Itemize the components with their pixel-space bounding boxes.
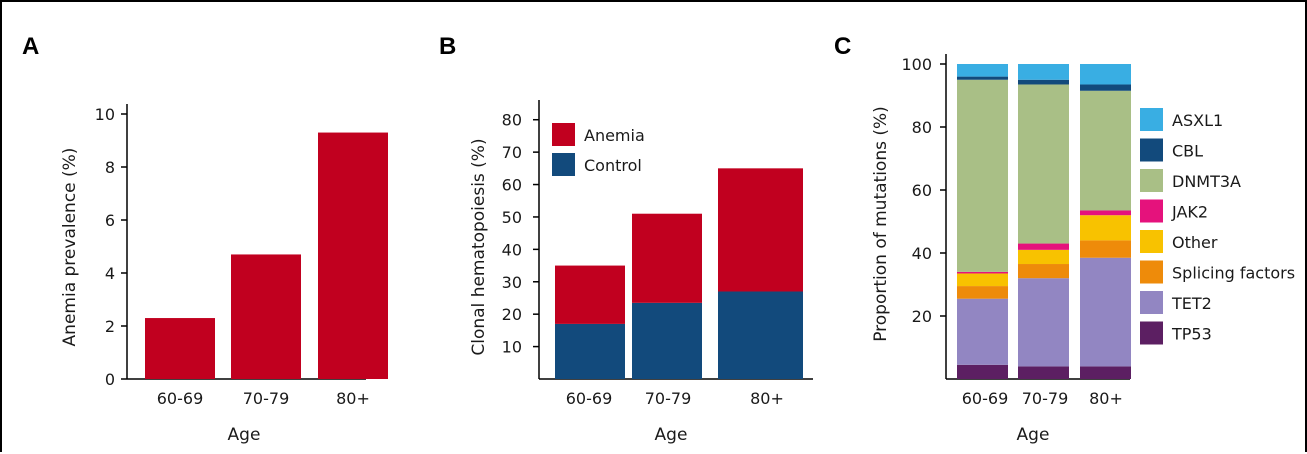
panel-c-legend-swatch-tp53 [1140,321,1163,345]
panel-a-x-tick-label: 80+ [336,389,370,408]
panel-b-legend-swatch-anemia [552,123,575,146]
panel-b-x-tick-label: 70-79 [645,389,692,408]
panel-b-bar-60-69-control [555,323,625,379]
panel-c-bar-70-79-cbl [1018,79,1069,85]
panel-c-legend-label-other: Other [1172,233,1218,252]
panel-c-bar-80-tet2 [1080,257,1131,367]
panel-c-letter: C [834,33,851,60]
panel-c-y-tick-label: 80 [912,118,932,137]
panel-c-legend-label-splicing-factors: Splicing factors [1172,264,1295,283]
panel-c-legend-label-cbl: CBL [1172,142,1203,161]
panel-c-bar-70-79-asxl1 [1018,64,1069,80]
panel-c-bar-70-79-tp53 [1018,366,1069,379]
panel-b-y-tick-label: 10 [502,338,522,357]
panel-c-bar-70-79-other [1018,249,1069,265]
panel-b-y-tick-label: 40 [502,240,522,259]
panel-c-bar-80-cbl [1080,84,1131,91]
panel-c-bar-70-79-tet2 [1018,278,1069,367]
panel-b-y-tick-label: 60 [502,176,522,195]
panel-c-bar-80-splicing-factors [1080,240,1131,258]
panel-a-y-tick-label: 6 [105,211,115,230]
panel-b-y-tick-label: 50 [502,208,522,227]
panel-c-legend-swatch-splicing-factors [1140,260,1163,284]
panel-a-x-axis-title: Age [228,425,261,445]
panel-b-y-tick-label: 30 [502,273,522,292]
panel-c-legend-label-dnmt3a: DNMT3A [1172,172,1241,191]
panel-c-bar-60-69-other [957,273,1008,287]
panel-c-x-axis-title: Age [1017,425,1050,445]
panel-c-legend-swatch-other [1140,230,1163,253]
panel-a-y-tick-label: 2 [105,317,115,336]
panel-a-y-tick-label: 10 [95,105,115,124]
panel-c-legend-swatch-jak2 [1140,199,1163,223]
panel-c-bar-70-79-dnmt3a [1018,84,1069,244]
panel-c-x-tick-label: 70-79 [1022,389,1069,408]
panel-c-bar-60-69-cbl [957,76,1008,80]
panel-a-y-axis-title: Anemia prevalence (%) [60,148,80,347]
panel-b-bar-70-79-anemia [632,213,702,303]
panel-b-bar-80-control [718,291,803,379]
panel-a-x-tick-label: 70-79 [243,389,290,408]
panel-a-y-tick-label: 0 [105,370,115,389]
panel-a-letter: A [22,33,39,60]
panel-c-bar-80-tp53 [1080,366,1131,379]
panel-c-bar-60-69-jak2 [957,271,1008,274]
panel-b-x-axis-title: Age [655,425,688,445]
panel-c-bar-60-69-asxl1 [957,64,1008,77]
panel-c-bar-60-69-tp53 [957,364,1008,379]
panel-a-bar-60-69 [145,318,215,379]
panel-b-x-tick-label: 60-69 [566,389,613,408]
panel-c-y-tick-label: 60 [912,181,932,200]
panel-b-letter: B [439,33,456,60]
panel-c-legend-label-jak2: JAK2 [1171,203,1208,222]
panel-b-bar-60-69-anemia [555,265,625,324]
panel-c-y-axis-title: Proportion of mutations (%) [871,106,891,342]
panel-c-bar-60-69-tet2 [957,298,1008,365]
panel-c-legend-label-tp53: TP53 [1171,325,1212,344]
panel-a-bar-80 [318,132,388,379]
panel-b-x-tick-label: 80+ [750,389,784,408]
panel-a-y-tick-label: 8 [105,158,115,177]
panel-b-y-tick-label: 80 [502,111,522,130]
panel-c-y-tick-label: 40 [912,244,932,263]
panel-c-legend-label-tet2: TET2 [1171,294,1212,313]
panel-a-x-tick-label: 60-69 [157,389,204,408]
panel-b-legend-swatch-control [552,153,575,176]
panel-b-bar-70-79-control [632,302,702,379]
panel-c-legend-swatch-dnmt3a [1140,169,1163,192]
panel-c-x-tick-label: 80+ [1089,389,1123,408]
panel-c-legend-label-asxl1: ASXL1 [1172,111,1223,130]
panel-c-bar-70-79-splicing-factors [1018,264,1069,279]
panel-c-legend-swatch-cbl [1140,138,1163,162]
panel-c-y-tick-label: 20 [912,307,932,326]
panel-c-legend-swatch-tet2 [1140,291,1163,314]
panel-b-y-tick-label: 70 [502,143,522,162]
panel-c-bar-60-69-splicing-factors [957,286,1008,299]
panel-c-bar-80-jak2 [1080,210,1131,216]
panel-c-bar-80-asxl1 [1080,64,1131,85]
panel-c-y-tick-label: 100 [901,55,932,74]
panel-b-legend-label-anemia: Anemia [584,126,645,145]
panel-c-bar-70-79-jak2 [1018,243,1069,250]
panel-c-x-tick-label: 60-69 [962,389,1009,408]
panel-b-y-tick-label: 20 [502,305,522,324]
panel-c-bar-80-dnmt3a [1080,90,1131,211]
panel-c-bar-60-69-dnmt3a [957,79,1008,272]
panel-b-y-axis-title: Clonal hematopoiesis (%) [469,138,489,355]
panel-c-bar-80-other [1080,215,1131,241]
panel-b-legend-label-control: Control [584,156,642,175]
panel-c-legend-swatch-asxl1 [1140,108,1163,131]
panel-a-bar-70-79 [231,254,301,379]
panel-a-y-tick-label: 4 [105,264,115,283]
panel-b-bar-80-anemia [718,168,803,292]
